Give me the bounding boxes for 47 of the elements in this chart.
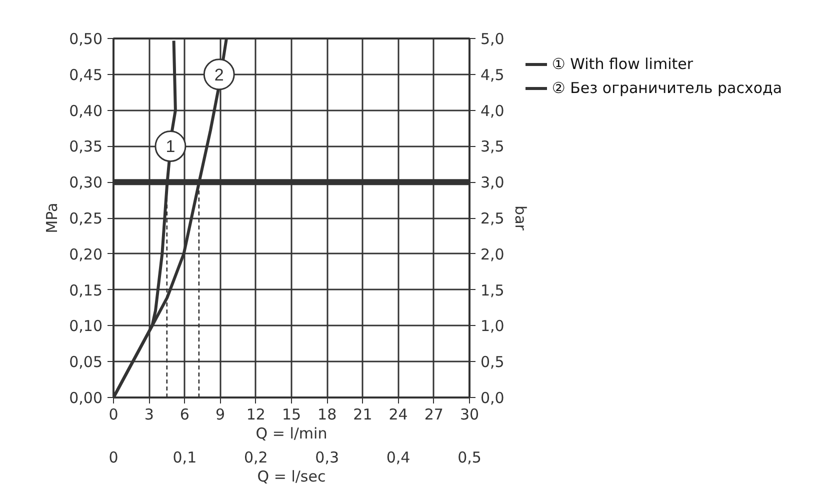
x-tick-label: 12 [246, 406, 266, 424]
x2-tick-label: 0,3 [315, 448, 340, 466]
y-tick-label: 0,30 [69, 174, 103, 192]
y-tick-label: 0,50 [69, 30, 103, 48]
x2-tick-label: 0 [108, 448, 118, 466]
legend-label: ① With flow limiter [552, 55, 694, 73]
y-tick-label: 0,25 [69, 210, 103, 228]
x-tick-label: 24 [388, 406, 408, 424]
y-tick-label: 0,20 [69, 245, 103, 264]
annotation: 2 [214, 65, 224, 84]
x-tick-label: 0 [108, 406, 118, 424]
x2-tick-label: 0,1 [172, 448, 197, 466]
y2-tick-label: 0,0 [480, 389, 504, 407]
x-tick-label: 27 [424, 406, 444, 424]
y2-tick-label: 2,0 [480, 245, 504, 264]
x-tick-label: 3 [144, 406, 154, 424]
y-tick-label: 0,05 [69, 353, 103, 372]
y2-axis-title: bar [511, 206, 530, 232]
y-tick-label: 0,00 [69, 389, 103, 407]
y-axis-title: MPa [43, 202, 62, 234]
y2-tick-label: 3,0 [480, 174, 504, 192]
x-tick-label: 9 [216, 406, 226, 424]
y2-tick-label: 0,5 [480, 353, 504, 372]
x2-axis-title: Q = l/sec [257, 468, 326, 486]
x-tick-label: 15 [282, 406, 302, 424]
x-axis-title: Q = l/min [256, 424, 328, 442]
y2-tick-label: 4,5 [480, 66, 504, 84]
x-tick-label: 18 [318, 406, 337, 424]
y2-tick-label: 1,0 [480, 317, 504, 336]
x2-tick-label: 0,4 [386, 448, 410, 466]
y-tick-label: 0,10 [69, 317, 103, 336]
y-tick-label: 0,15 [69, 281, 103, 300]
y2-tick-label: 3,5 [480, 138, 504, 156]
y2-tick-label: 5,0 [480, 30, 504, 48]
x2-tick-label: 0,5 [458, 448, 482, 466]
y2-tick-label: 4,0 [480, 102, 504, 120]
y-tick-label: 0,45 [69, 66, 103, 84]
x-tick-label: 30 [460, 406, 480, 424]
annotation: 1 [166, 137, 176, 156]
y2-tick-label: 2,5 [480, 210, 504, 228]
y-tick-label: 0,35 [69, 138, 103, 156]
y2-tick-label: 1,5 [480, 281, 504, 300]
x-tick-label: 6 [180, 406, 190, 424]
legend-label: ② Без ограничитель расхода [552, 79, 782, 97]
y-tick-label: 0,40 [69, 102, 103, 120]
x2-tick-label: 0,2 [244, 448, 268, 466]
x-tick-label: 21 [353, 406, 372, 424]
